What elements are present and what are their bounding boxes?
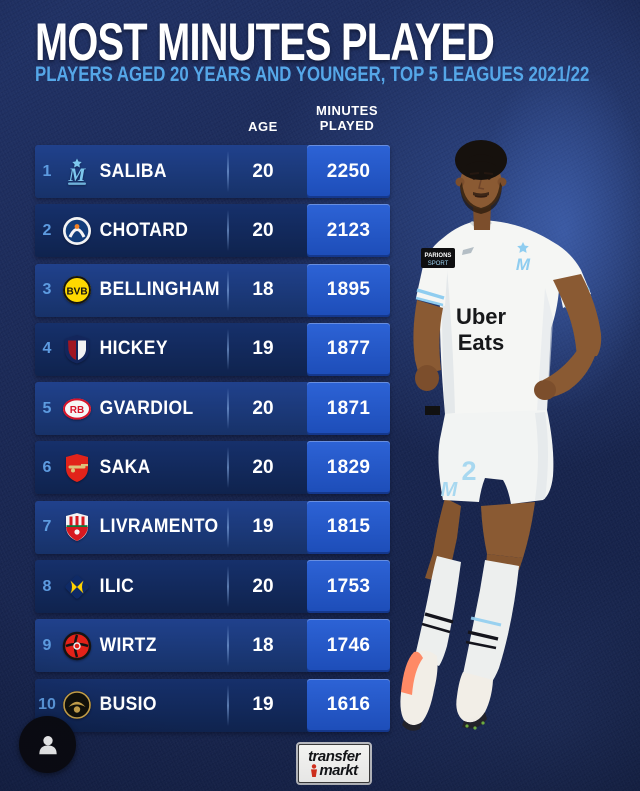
minutes-value: 1895	[326, 279, 371, 301]
column-divider	[227, 328, 229, 370]
column-header-minutes-line2: PLAYED	[319, 118, 375, 133]
minutes-value: 1829	[326, 456, 371, 478]
rank-label: 7	[42, 518, 52, 536]
column-divider	[227, 566, 229, 608]
shorts-crest-monogram: M	[441, 479, 459, 501]
table-row: 10 BUSIO 19 1616	[35, 678, 390, 732]
age-value: 20	[252, 456, 274, 478]
minutes-box: 1829	[307, 441, 390, 495]
age-value: 19	[252, 338, 274, 360]
column-divider	[227, 625, 229, 667]
column-divider	[227, 151, 229, 192]
minutes-value: 2250	[326, 160, 371, 182]
rank-label: 10	[38, 696, 56, 714]
minutes-value: 1877	[326, 338, 371, 360]
chest-crest-monogram: M	[516, 255, 531, 274]
age-value: 18	[252, 634, 274, 656]
column-header-minutes-line1: MINUTES	[316, 103, 378, 118]
minutes-value: 1815	[326, 516, 371, 538]
montpellier-crest	[59, 215, 95, 247]
column-divider	[227, 447, 229, 489]
leverkusen-crest	[59, 630, 95, 662]
dortmund-crest: BVB	[59, 274, 95, 306]
table-row: 2 CHOTARD 20 2123	[35, 204, 390, 258]
minutes-value: 1616	[326, 694, 371, 716]
age-value: 19	[252, 694, 274, 716]
rank-label: 4	[42, 340, 52, 358]
table-row: 6 SAKA 20 1829	[35, 441, 390, 495]
rank-label: 3	[42, 281, 52, 299]
transfermarkt-logo: transfer markt	[296, 742, 372, 785]
age-value: 20	[252, 575, 274, 597]
shirt-patch-line1: PARIONS	[425, 253, 452, 259]
minutes-value: 1753	[326, 575, 371, 597]
minutes-box: 1753	[307, 560, 390, 614]
age-value: 20	[252, 160, 274, 182]
svg-text:RB: RB	[70, 405, 84, 416]
page-subtitle: PLAYERS AGED 20 YEARS AND YOUNGER, TOP 5…	[35, 63, 590, 86]
column-header-age: AGE	[248, 119, 278, 134]
minutes-value: 1746	[326, 634, 371, 656]
minutes-value: 1871	[326, 397, 371, 419]
column-divider	[227, 210, 229, 252]
rank-label: 6	[42, 458, 52, 476]
minutes-box: 2123	[307, 204, 390, 258]
verona-crest	[59, 571, 95, 603]
rank-label: 5	[42, 399, 52, 417]
minutes-value: 2123	[326, 219, 371, 241]
table-row: 9 WIRTZ 18 1746	[35, 619, 390, 673]
shirt-patch-line2: SPORT	[428, 261, 449, 267]
minutes-box: 1815	[307, 500, 390, 554]
table-row: 7 LIVRAMENTO 19 1815	[35, 500, 390, 554]
transfermarkt-figure-icon	[311, 764, 318, 777]
shirt-sponsor-line2: Eats	[458, 330, 504, 355]
shirt-sponsor-line1: Uber	[456, 304, 507, 329]
leipzig-crest: RB	[59, 393, 95, 425]
page-title: MOST MINUTES PLAYED	[35, 13, 495, 72]
transfermarkt-logo-line2: markt	[319, 761, 358, 779]
rank-label: 8	[42, 577, 52, 595]
minutes-box: 1871	[307, 382, 390, 436]
arsenal-crest	[59, 452, 95, 484]
column-header-minutes: MINUTES PLAYED	[304, 103, 390, 133]
minutes-box: 1895	[307, 263, 390, 317]
rank-label: 1	[42, 162, 52, 180]
player-photo: PARIONS SPORT M Uber Eats 2 M	[400, 140, 602, 731]
table-row: 3 BVB BELLINGHAM 18 1895	[35, 263, 390, 317]
table-row: 5 RB GVARDIOL 20 1871	[35, 382, 390, 436]
ranking-table: 1 M SALIBA 20 2250 2 CHOTARD 20 2123 3 B…	[35, 145, 390, 738]
person-icon	[38, 735, 57, 754]
table-row: 1 M SALIBA 20 2250	[35, 145, 390, 198]
svg-text:BVB: BVB	[66, 287, 87, 298]
minutes-box: 1616	[307, 678, 390, 732]
minutes-box: 1877	[307, 322, 390, 376]
column-divider	[227, 684, 229, 726]
rank-label: 2	[42, 221, 52, 239]
age-value: 20	[252, 219, 274, 241]
shorts-number: 2	[461, 456, 476, 486]
table-row: 4 HICKEY 19 1877	[35, 322, 390, 376]
column-divider	[227, 388, 229, 430]
age-value: 19	[252, 516, 274, 538]
age-value: 20	[252, 397, 274, 419]
minutes-box: 1746	[307, 619, 390, 673]
venezia-crest	[59, 689, 95, 721]
column-divider	[227, 269, 229, 311]
marseille-crest: M	[59, 156, 95, 188]
avatar-button[interactable]	[19, 716, 76, 773]
southampton-crest	[59, 511, 95, 543]
age-value: 18	[252, 279, 274, 301]
column-divider	[227, 506, 229, 548]
rank-label: 9	[42, 636, 52, 654]
minutes-box: 2250	[307, 145, 390, 198]
table-row: 8 ILIC 20 1753	[35, 560, 390, 614]
bologna-crest	[59, 333, 95, 365]
